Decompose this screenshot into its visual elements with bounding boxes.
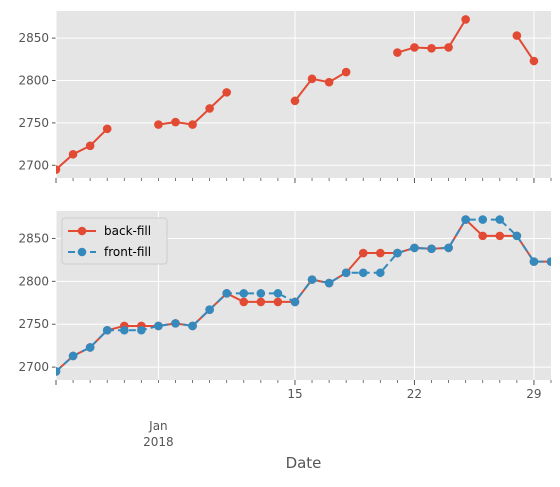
series-group [56, 215, 551, 376]
data-point [444, 43, 453, 52]
y-tick-label: 2850 [18, 31, 49, 45]
data-point [478, 231, 488, 241]
data-point [119, 325, 129, 335]
data-point [427, 43, 436, 53]
data-point [188, 321, 197, 331]
data-point [68, 149, 78, 159]
series-line-series-1 [56, 128, 108, 171]
series-group [56, 15, 539, 174]
data-point [68, 351, 78, 361]
data-point [495, 215, 505, 224]
data-point [512, 31, 522, 40]
data-point [239, 289, 249, 298]
data-point [461, 215, 470, 224]
legend-label: back-fill [104, 224, 151, 238]
data-point [137, 325, 146, 335]
data-point [256, 297, 266, 307]
data-point [273, 297, 283, 307]
data-point [307, 275, 317, 284]
y-tick-label: 2800 [18, 74, 49, 88]
data-point [341, 268, 351, 278]
chart-panel-1: 2700 2750 2800 2850 [18, 11, 552, 183]
chart-panel-2: 2700 2750 2800 2850 15 22 29 Jan 2018 Date back-fi… [18, 211, 552, 472]
legend-box [61, 217, 168, 265]
x-tick-label-month: Jan [148, 419, 168, 433]
data-point [358, 268, 368, 278]
data-point [478, 215, 488, 224]
data-point [529, 257, 539, 266]
data-point [205, 104, 214, 113]
y-tick-label: 2700 [18, 158, 49, 172]
data-point [324, 77, 334, 87]
legend-marker [77, 247, 87, 257]
y-tick-label: 2850 [18, 231, 49, 245]
data-point [171, 117, 180, 127]
data-point [307, 74, 317, 84]
x-tick-label: 15 [287, 387, 302, 401]
data-point [495, 231, 505, 241]
data-point [324, 278, 334, 288]
data-point [222, 289, 231, 298]
y-tick-label: 2700 [18, 360, 49, 374]
data-point [154, 321, 163, 331]
data-point [85, 141, 95, 151]
data-point [56, 165, 61, 174]
data-point [410, 243, 419, 253]
data-point [444, 243, 453, 253]
data-point [239, 297, 249, 307]
data-point [273, 289, 283, 298]
legend-marker [77, 226, 87, 236]
data-point [102, 124, 112, 134]
series-line-series-1 [516, 35, 535, 62]
data-point [512, 231, 522, 241]
data-point [256, 289, 266, 298]
data-point [205, 305, 214, 314]
data-point [529, 56, 539, 66]
data-point [461, 15, 470, 24]
data-point [358, 248, 368, 258]
series-line-series-1 [294, 71, 347, 102]
x-axis-label: Date [286, 454, 322, 472]
data-point [376, 248, 385, 258]
data-point [171, 319, 180, 328]
y-tick-label: 2800 [18, 274, 49, 288]
data-point [410, 43, 419, 52]
x-tick-label-year: 2018 [143, 435, 174, 449]
plot-background [56, 11, 551, 178]
y-tick-label: 2750 [18, 317, 49, 331]
legend-label: front-fill [104, 245, 151, 259]
data-point [546, 257, 551, 266]
data-point [85, 343, 95, 352]
data-point [427, 244, 436, 254]
data-point [188, 120, 197, 129]
y-tick-label: 2750 [18, 116, 49, 130]
legend: back-fill front-fill [61, 217, 168, 265]
data-point [376, 268, 385, 278]
data-point [393, 48, 402, 57]
data-point [154, 120, 163, 129]
data-point [102, 325, 112, 335]
data-point [290, 96, 300, 106]
data-point [56, 367, 61, 376]
data-point [341, 67, 351, 77]
data-point [393, 248, 402, 258]
data-point [222, 88, 231, 97]
x-tick-label: 29 [526, 387, 541, 401]
x-tick-label: 22 [407, 387, 422, 401]
data-point [290, 297, 300, 307]
